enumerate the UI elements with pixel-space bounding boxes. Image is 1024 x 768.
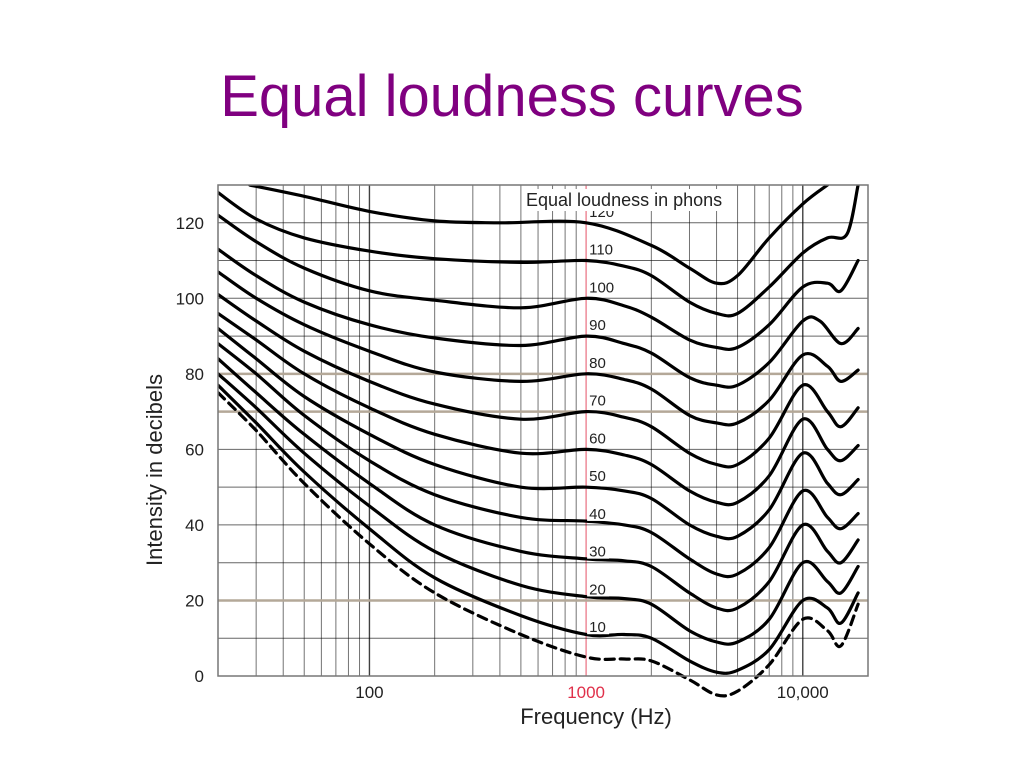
curve-label: 20 bbox=[589, 581, 606, 598]
chart-grid bbox=[217, 185, 869, 676]
curve-label-bg bbox=[587, 543, 610, 559]
curve-90-phon bbox=[218, 247, 860, 389]
slide-title: Equal loudness curves bbox=[220, 64, 804, 129]
curve-label-bg bbox=[587, 392, 610, 408]
chart-curves bbox=[218, 185, 860, 698]
curve-30-phon bbox=[218, 357, 860, 613]
curve-label-bg bbox=[587, 241, 619, 257]
curve-label-bg bbox=[587, 430, 610, 446]
x-tick-label: 10,000 bbox=[777, 683, 829, 702]
y-tick-label: 40 bbox=[185, 516, 204, 535]
curve-label: 80 bbox=[589, 355, 606, 372]
y-axis-title: Intensity in decibels bbox=[142, 374, 167, 566]
curve-label-bg bbox=[587, 619, 610, 635]
curve-40-phon bbox=[218, 342, 860, 579]
curve-label: 60 bbox=[589, 430, 606, 447]
curve-label: 40 bbox=[589, 506, 606, 523]
y-tick-label: 100 bbox=[176, 289, 204, 308]
legend-title: Equal loudness in phons bbox=[526, 190, 722, 210]
curve-110-phon bbox=[218, 185, 860, 318]
curve-50-phon bbox=[218, 326, 860, 541]
curve-label-bg bbox=[587, 354, 610, 370]
plot-frame bbox=[217, 184, 869, 677]
curve-label-bg bbox=[587, 505, 610, 521]
curve-label-bg bbox=[587, 581, 610, 597]
curve-label: 100 bbox=[589, 279, 614, 296]
x-tick-label: 100 bbox=[355, 683, 383, 702]
curve-label: 10 bbox=[589, 619, 606, 636]
y-tick-label: 80 bbox=[185, 365, 204, 384]
curve-10-phon bbox=[218, 383, 860, 675]
curve-120-phon bbox=[248, 185, 830, 286]
legend-title-bg bbox=[523, 189, 726, 211]
y-tick-label: 20 bbox=[185, 591, 204, 610]
x-axis-title: Frequency (Hz) bbox=[520, 704, 672, 729]
curve-threshold-dashed bbox=[218, 391, 860, 698]
curve-20-phon bbox=[218, 372, 860, 646]
curve-60-phon bbox=[218, 311, 860, 507]
y-tick-label: 0 bbox=[195, 667, 204, 686]
x-tick-label: 1000 bbox=[567, 683, 605, 702]
y-tick-label: 60 bbox=[185, 440, 204, 459]
curve-70-phon bbox=[218, 292, 860, 469]
curve-label-bg bbox=[587, 279, 619, 295]
curve-100-phon bbox=[218, 213, 860, 352]
y-tick-label: 120 bbox=[176, 214, 204, 233]
curve-label: 30 bbox=[589, 544, 606, 561]
curve-label: 90 bbox=[589, 317, 606, 334]
curve-label-bg bbox=[587, 468, 610, 484]
curve-label: 50 bbox=[589, 468, 606, 485]
curve-label-bg bbox=[587, 317, 610, 333]
curve-label: 70 bbox=[589, 393, 606, 410]
curve-label: 110 bbox=[589, 242, 613, 259]
curve-80-phon bbox=[218, 270, 860, 427]
